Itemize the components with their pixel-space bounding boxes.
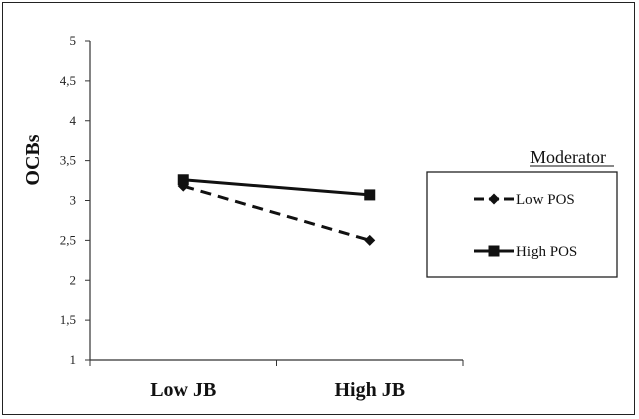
y-tick-label: 3,5 xyxy=(60,153,76,168)
legend-box xyxy=(426,171,618,278)
legend-title: Moderator xyxy=(530,147,606,167)
y-tick-label: 4,5 xyxy=(60,73,76,88)
series-line-high-pos xyxy=(183,178,370,197)
series-layer xyxy=(177,174,376,246)
y-tick-label: 2 xyxy=(70,272,77,287)
y-tick-label: 4 xyxy=(70,113,77,128)
legend-items: Low POS High POS xyxy=(474,192,577,260)
x-ticks: Low JB High JB xyxy=(89,360,464,401)
y-ticks: 1 1,5 2 2,5 3 3,5 4 4,5 5 xyxy=(60,33,90,367)
x-category-label: High JB xyxy=(334,379,405,401)
y-axis-title: OCBs xyxy=(22,134,44,185)
series-line-low-pos xyxy=(182,184,371,242)
data-point-high-pos xyxy=(364,189,376,201)
legend-marker-low-pos xyxy=(488,193,500,205)
legend-marker-high-pos xyxy=(488,245,500,257)
y-tick-label: 1,5 xyxy=(60,312,76,327)
x-category-label: Low JB xyxy=(150,379,216,401)
data-point-high-pos xyxy=(177,174,189,186)
y-tick-label: 1 xyxy=(70,352,77,367)
data-point-low-pos xyxy=(364,234,376,246)
legend-label-low-pos: Low POS xyxy=(516,192,575,208)
y-tick-label: 2,5 xyxy=(60,232,76,247)
y-tick-label: 3 xyxy=(70,193,77,208)
y-tick-label: 5 xyxy=(70,33,77,48)
legend-label-high-pos: High POS xyxy=(516,244,577,260)
